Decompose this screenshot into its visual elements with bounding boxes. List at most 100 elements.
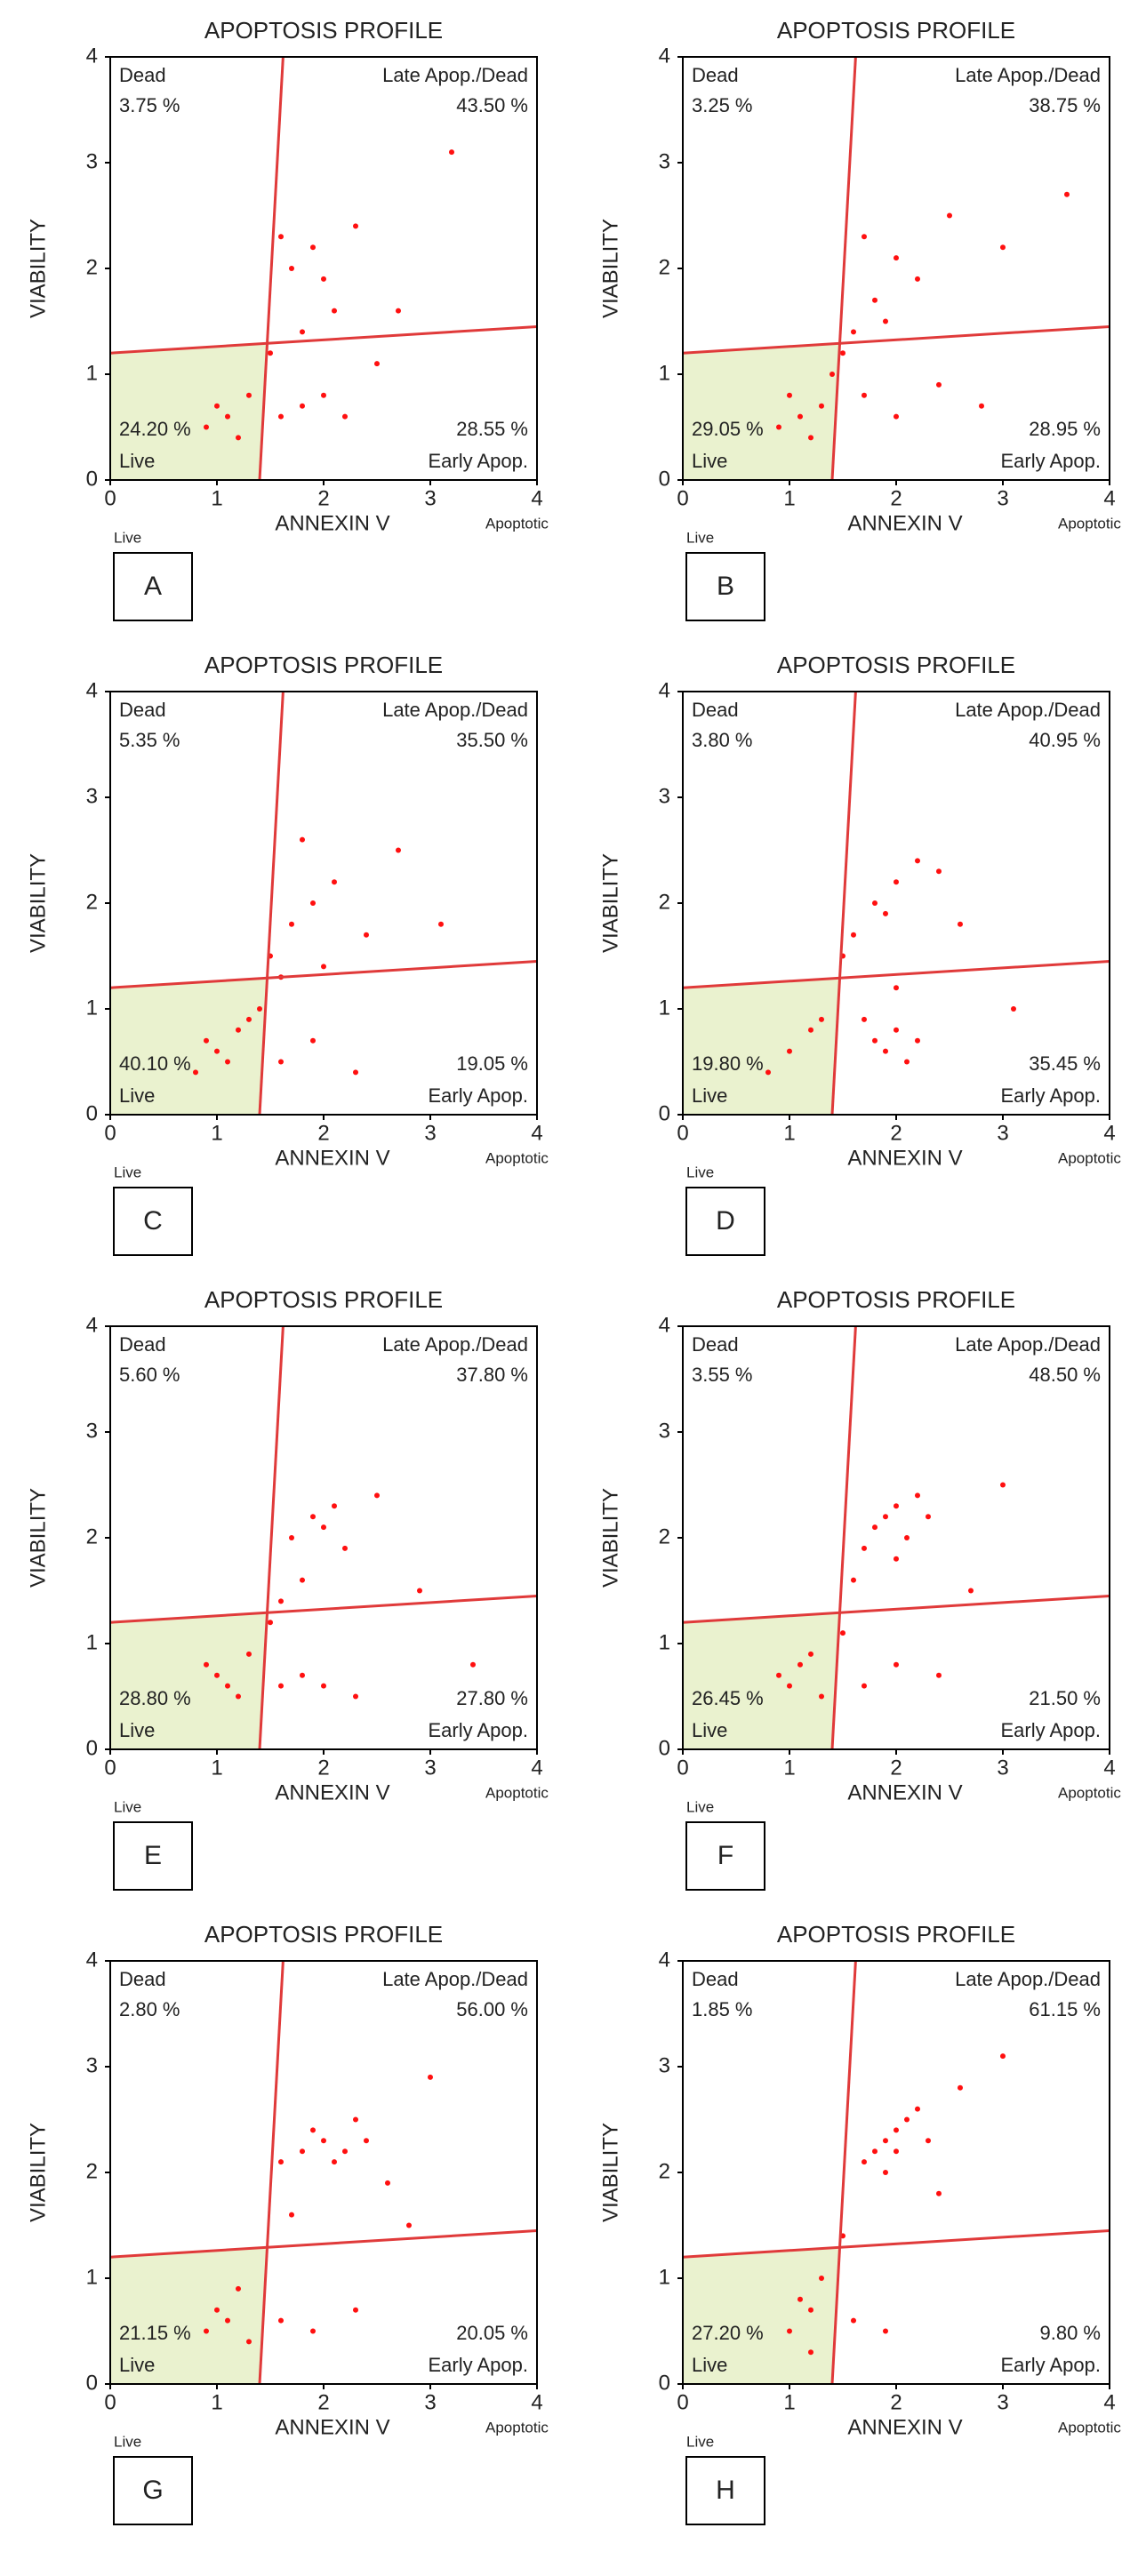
x-tick-label: 1 (211, 1121, 222, 1145)
x-tick-label: 1 (783, 1756, 795, 1780)
event-point (904, 1059, 910, 1065)
quadrant-name: Live (692, 2354, 727, 2376)
horizontal-gate (682, 2228, 1110, 2259)
event-point (894, 255, 899, 261)
quadrant-percent: 43.50 % (456, 94, 528, 116)
live-region (110, 1612, 268, 1749)
quadrant-percent: 38.75 % (1029, 94, 1101, 116)
event-point (1000, 1482, 1006, 1488)
quadrant-percent: 19.05 % (456, 1052, 528, 1075)
x-sublabel: Live (686, 1164, 714, 1180)
event-point (321, 276, 326, 282)
event-point (246, 1016, 252, 1022)
event-point (883, 2328, 888, 2334)
event-point (342, 413, 348, 420)
event-point (278, 234, 284, 240)
x-tick-label: 3 (997, 2390, 1008, 2414)
event-point (1064, 191, 1070, 197)
live-region (683, 978, 840, 1115)
event-point (428, 2074, 433, 2080)
event-point (300, 329, 305, 335)
event-point (915, 276, 920, 282)
quadrant-percent: 21.15 % (119, 2322, 191, 2344)
x-axis-label: ANNEXIN V (275, 511, 389, 535)
event-point (278, 2159, 284, 2165)
event-point (204, 2328, 209, 2334)
quadrant-name: Early Apop. (428, 1719, 528, 1741)
y-axis-label: VIABILITY (26, 1488, 50, 1588)
x-sublabel: Live (114, 529, 141, 546)
y-tick-label: 4 (659, 1948, 670, 1972)
event-point (204, 424, 209, 430)
x-sublabel: Live (686, 1798, 714, 1815)
quadrant-percent: 56.00 % (456, 1998, 528, 2020)
y-axis-label: VIABILITY (598, 219, 622, 318)
x-tick-label: 4 (1103, 2390, 1115, 2414)
panel-label-box (685, 1187, 765, 1256)
x-tick-label: 2 (890, 2390, 902, 2414)
panel-label-box (113, 2456, 193, 2525)
y-tick-label: 0 (659, 467, 670, 491)
y-tick-label: 4 (659, 44, 670, 68)
panel-label-box (685, 552, 765, 621)
event-point (862, 1683, 867, 1689)
event-point (310, 2127, 316, 2133)
quadrant-percent: 19.80 % (692, 1052, 764, 1075)
panel-label: D (716, 1206, 735, 1236)
event-point (300, 403, 305, 409)
event-point (840, 350, 845, 356)
quadrant-percent: 40.95 % (1029, 729, 1101, 751)
y-tick-label: 0 (86, 467, 98, 491)
quadrant-percent: 61.15 % (1029, 1998, 1101, 2020)
panel-label-box (685, 2456, 765, 2525)
x-axis-label: ANNEXIN V (275, 1780, 389, 1804)
event-point (268, 1620, 273, 1626)
y-tick-label: 3 (86, 1419, 98, 1443)
y-tick-label: 1 (86, 1630, 98, 1654)
event-point (883, 318, 888, 324)
y-tick-label: 4 (86, 1948, 98, 1972)
event-point (851, 329, 856, 335)
event-point (883, 1048, 888, 1054)
event-point (246, 392, 252, 398)
x-sublabel: Live (686, 2433, 714, 2450)
panel-label: B (717, 572, 734, 601)
plot-frame (109, 691, 538, 1116)
plot-frame (109, 1325, 538, 1750)
quadrant-percent: 27.80 % (456, 1687, 528, 1709)
y-tick-label: 1 (659, 1630, 670, 1654)
event-point (321, 964, 326, 970)
event-point (819, 1693, 824, 1700)
quadrant-name: Dead (692, 1333, 739, 1356)
event-point (862, 392, 867, 398)
x-axis-label: ANNEXIN V (275, 2415, 389, 2439)
event-point (1000, 244, 1006, 251)
x-tick-label: 1 (783, 486, 795, 510)
x-sublabel: Apoptotic (485, 2419, 549, 2436)
x-tick-label: 1 (211, 2390, 222, 2414)
panel-label-box (685, 1821, 765, 1891)
plot-frame (109, 1960, 538, 2385)
event-point (1000, 2053, 1006, 2060)
quadrant-name: Dead (692, 1968, 739, 1990)
live-region (683, 343, 840, 480)
event-point (787, 1048, 792, 1054)
x-tick-label: 0 (104, 1121, 116, 1145)
panel-label-box (113, 1821, 193, 1891)
x-tick-label: 0 (104, 486, 116, 510)
event-point (278, 2317, 284, 2324)
quadrant-name: Late Apop./Dead (382, 699, 528, 721)
event-point (904, 2116, 910, 2123)
x-tick-label: 2 (890, 1121, 902, 1145)
event-point (385, 2180, 390, 2186)
event-point (883, 910, 888, 916)
x-tick-label: 1 (783, 2390, 795, 2414)
x-tick-label: 1 (211, 1756, 222, 1780)
event-point (787, 392, 792, 398)
event-point (300, 1672, 305, 1678)
event-point (289, 2212, 294, 2218)
x-tick-label: 3 (997, 486, 1008, 510)
event-point (915, 1492, 920, 1499)
event-point (364, 932, 369, 938)
